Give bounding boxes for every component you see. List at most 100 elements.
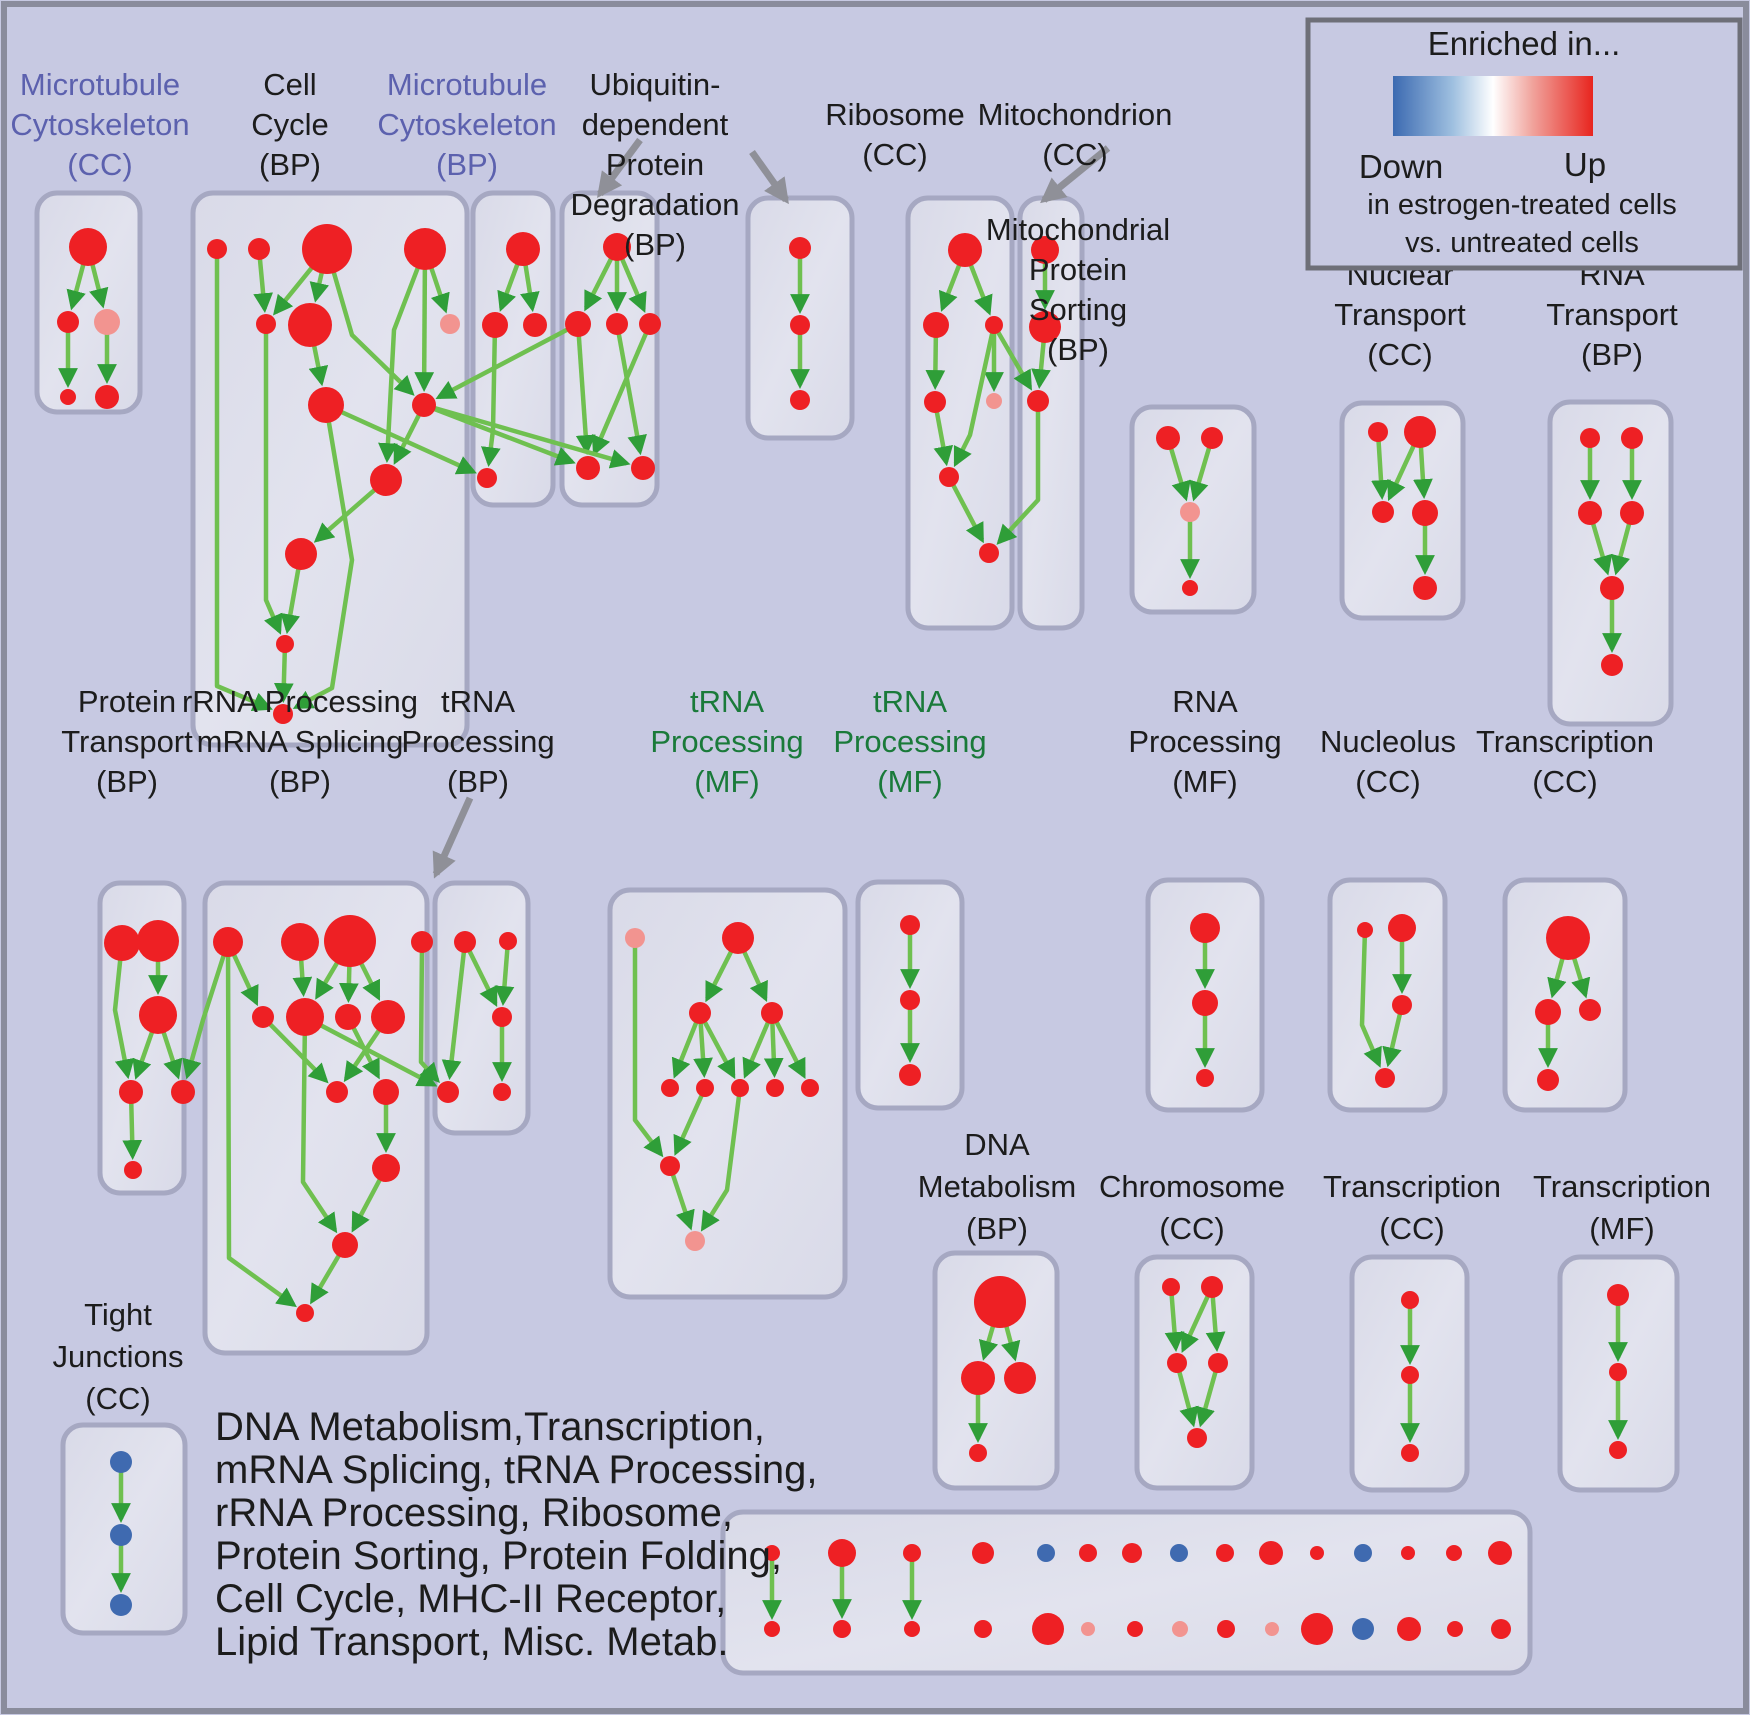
node-cc-c9 (412, 393, 436, 417)
node-rrna-R7 (335, 1004, 361, 1030)
node-cc-c2 (248, 238, 270, 260)
node-tcc2-h3 (1579, 999, 1601, 1021)
node-rpmf-f1 (1190, 913, 1220, 943)
group-label-rrna: rRNA Processing mRNA Splicing (BP) (182, 684, 418, 799)
node-tmf1-k3 (761, 1002, 783, 1024)
node-strip-bb13 (1397, 1617, 1421, 1641)
ubiquitin-right-pointer-icon (749, 149, 789, 205)
node-ub2-v3 (790, 390, 810, 410)
group-label-msort: Mitochondrial Protein Sorting (BP) (986, 212, 1170, 367)
edge-ub1-u2-u5 (575, 323, 596, 455)
node-cc-c5 (256, 314, 276, 334)
node-strip-bb4 (974, 1620, 992, 1638)
node-mito-m3 (1027, 390, 1049, 412)
node-rrna-R4 (411, 931, 433, 953)
node-rtrans-q3 (1578, 501, 1602, 525)
node-strip-bt3 (903, 1544, 921, 1562)
node-cc-c8 (308, 387, 344, 423)
edge-tbp-T2-T3 (494, 940, 515, 1006)
node-strip-bt13 (1401, 1546, 1415, 1560)
node-mtcc-a (69, 228, 107, 266)
group-label-ptrans: Protein Transport (BP) (61, 684, 193, 799)
node-strip-bt2 (828, 1539, 856, 1567)
node-rib-r7 (979, 543, 999, 563)
node-strip-bb9 (1217, 1620, 1235, 1638)
node-strip-bb12 (1352, 1618, 1374, 1640)
node-tcc2-h2 (1535, 999, 1561, 1025)
cross-edge-cc.c9-ub1.u5 (423, 402, 576, 466)
node-strip-bb6 (1081, 1622, 1095, 1636)
ubiquitin-left-pointer-icon (597, 137, 643, 199)
node-rtrans-q6 (1601, 654, 1623, 676)
node-tmf2-z2 (900, 990, 920, 1010)
node-rtrans-q5 (1600, 576, 1624, 600)
node-tj-j1 (110, 1451, 132, 1473)
group-box-chrom (1134, 1254, 1255, 1491)
cross-edge-mito.m3-rib.r7 (996, 401, 1041, 545)
edge-tmf1-k0-k9 (632, 938, 664, 1158)
node-tcc3-y1 (1401, 1291, 1419, 1309)
node-cc-c12 (276, 635, 294, 653)
node-msort-s1 (1156, 426, 1180, 450)
cross-edge-rrna.R6-tbp.T5 (303, 1015, 438, 1087)
edge-rib-r3-r6 (953, 324, 997, 468)
node-mtcc-b (57, 311, 79, 333)
node-cc-c10 (370, 464, 402, 496)
group-box-tmf1 (607, 887, 848, 1300)
node-ntrans-n4 (1412, 500, 1438, 526)
node-strip-bt7 (1122, 1543, 1142, 1563)
node-rtrans-q4 (1620, 501, 1644, 525)
node-tj-j3 (110, 1594, 132, 1616)
node-ptrans-p2 (137, 920, 179, 962)
legend-subtitle-1: in estrogen-treated cells (1367, 189, 1677, 221)
edge-tmf1-k5-k9 (673, 1087, 708, 1156)
node-ntrans-n3 (1372, 501, 1394, 523)
node-tmf1-k2 (689, 1002, 711, 1024)
node-tmf1-k0 (625, 928, 645, 948)
node-chrom-x2 (1201, 1276, 1223, 1298)
group-box-ntrans (1339, 400, 1466, 621)
group-label-mito: Mitochondrion (CC) (978, 97, 1173, 172)
node-ub1-u4 (639, 313, 661, 335)
node-strip-bb3 (904, 1621, 920, 1637)
node-chrom-x4 (1208, 1353, 1228, 1373)
cross-edge-cc.c8-mtbp.cN (325, 402, 477, 475)
node-layer (57, 224, 1644, 1645)
node-strip-bt5 (1037, 1544, 1055, 1562)
node-strip-bt1 (764, 1545, 780, 1561)
group-box-tcc2 (1502, 877, 1628, 1113)
node-strip-bt9 (1216, 1544, 1234, 1562)
node-rpmf-f2 (1192, 990, 1218, 1016)
node-strip-bt6 (1079, 1544, 1097, 1562)
node-tmf1-k8 (801, 1079, 819, 1097)
node-ub1-u3 (606, 313, 628, 335)
node-rtrans-q2 (1621, 427, 1643, 449)
legend-subtitle-2: vs. untreated cells (1405, 227, 1639, 259)
cross-edge-rrna.R1-ptrans.p5 (182, 941, 231, 1080)
node-rpmf-f3 (1196, 1069, 1214, 1087)
node-dnam-d1 (974, 1276, 1026, 1328)
node-rrna-R6 (286, 998, 324, 1036)
edge-tmf1-k2-k4 (671, 1012, 703, 1079)
edge-ptrans-p1-p4 (112, 942, 135, 1080)
node-chrom-x5 (1187, 1428, 1207, 1448)
node-strip-bb5 (1032, 1613, 1064, 1645)
node-tmf1-k4 (661, 1079, 679, 1097)
edge-tbp-T1-T3 (462, 941, 498, 1008)
node-nucl-g4 (1375, 1068, 1395, 1088)
edge-chrom-x1-x3 (1164, 1286, 1185, 1352)
edge-cc-c1-c13 (214, 249, 273, 712)
edge-chrom-x2-x3 (1180, 1286, 1215, 1353)
node-rrna-R9 (326, 1081, 348, 1103)
node-tmf3-w2 (1609, 1363, 1627, 1381)
edge-ub1-u4-u5 (591, 323, 653, 457)
node-strip-bb2 (833, 1620, 851, 1638)
edge-rrna-R6-R12 (300, 1016, 338, 1234)
node-tbp-T5 (437, 1081, 459, 1103)
edge-nucl-g1-g4 (1359, 929, 1382, 1068)
legend-box (1305, 17, 1743, 271)
node-rrna-R2 (281, 923, 319, 961)
node-rrna-R12 (332, 1232, 358, 1258)
node-tj-j2 (110, 1524, 132, 1546)
